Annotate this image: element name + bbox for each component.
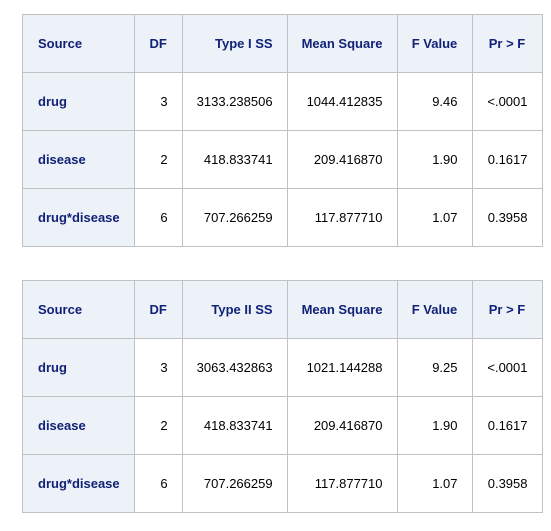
row-header-source: disease <box>22 396 135 455</box>
column-header-type-1-ss: Type I SS <box>181 14 288 73</box>
row-header-source: drug*disease <box>22 188 135 247</box>
table-row: drug 3 3063.432863 1021.144288 9.25 <.00… <box>22 338 543 397</box>
column-header-df: DF <box>133 280 183 339</box>
table-row: disease 2 418.833741 209.416870 1.90 0.1… <box>22 396 543 455</box>
cell-f-value: 1.07 <box>396 454 473 513</box>
cell-p-value: 0.1617 <box>471 130 543 189</box>
column-header-pr-gt-f: Pr > F <box>471 14 543 73</box>
cell-ss: 707.266259 <box>181 188 288 247</box>
cell-mean-square: 1021.144288 <box>286 338 398 397</box>
cell-ss: 418.833741 <box>181 396 288 455</box>
column-header-df: DF <box>133 14 183 73</box>
cell-df: 2 <box>133 396 183 455</box>
cell-mean-square: 1044.412835 <box>286 72 398 131</box>
table-header-row: Source DF Type II SS Mean Square F Value… <box>22 280 543 339</box>
column-header-f-value: F Value <box>396 280 473 339</box>
table-header-row: Source DF Type I SS Mean Square F Value … <box>22 14 543 73</box>
cell-p-value: <.0001 <box>471 338 543 397</box>
cell-df: 3 <box>133 338 183 397</box>
type-2-ss-table: Source DF Type II SS Mean Square F Value… <box>22 280 543 513</box>
row-header-source: drug <box>22 72 135 131</box>
table-row: drug*disease 6 707.266259 117.877710 1.0… <box>22 188 543 247</box>
table-row: disease 2 418.833741 209.416870 1.90 0.1… <box>22 130 543 189</box>
cell-f-value: 1.07 <box>396 188 473 247</box>
cell-ss: 707.266259 <box>181 454 288 513</box>
cell-f-value: 9.25 <box>396 338 473 397</box>
cell-mean-square: 209.416870 <box>286 396 398 455</box>
table-row: drug 3 3133.238506 1044.412835 9.46 <.00… <box>22 72 543 131</box>
cell-df: 3 <box>133 72 183 131</box>
cell-df: 2 <box>133 130 183 189</box>
column-header-mean-square: Mean Square <box>286 280 398 339</box>
cell-mean-square: 209.416870 <box>286 130 398 189</box>
cell-p-value: 0.3958 <box>471 454 543 513</box>
cell-f-value: 1.90 <box>396 130 473 189</box>
column-header-mean-square: Mean Square <box>286 14 398 73</box>
cell-df: 6 <box>133 188 183 247</box>
row-header-source: drug*disease <box>22 454 135 513</box>
cell-f-value: 9.46 <box>396 72 473 131</box>
cell-p-value: 0.1617 <box>471 396 543 455</box>
cell-f-value: 1.90 <box>396 396 473 455</box>
column-header-type-2-ss: Type II SS <box>181 280 288 339</box>
cell-p-value: 0.3958 <box>471 188 543 247</box>
row-header-source: disease <box>22 130 135 189</box>
row-header-source: drug <box>22 338 135 397</box>
table-row: drug*disease 6 707.266259 117.877710 1.0… <box>22 454 543 513</box>
cell-ss: 3133.238506 <box>181 72 288 131</box>
column-header-source: Source <box>22 280 135 339</box>
cell-df: 6 <box>133 454 183 513</box>
cell-mean-square: 117.877710 <box>286 188 398 247</box>
cell-p-value: <.0001 <box>471 72 543 131</box>
column-header-f-value: F Value <box>396 14 473 73</box>
type-1-ss-table: Source DF Type I SS Mean Square F Value … <box>22 14 543 247</box>
cell-mean-square: 117.877710 <box>286 454 398 513</box>
cell-ss: 418.833741 <box>181 130 288 189</box>
column-header-pr-gt-f: Pr > F <box>471 280 543 339</box>
column-header-source: Source <box>22 14 135 73</box>
cell-ss: 3063.432863 <box>181 338 288 397</box>
